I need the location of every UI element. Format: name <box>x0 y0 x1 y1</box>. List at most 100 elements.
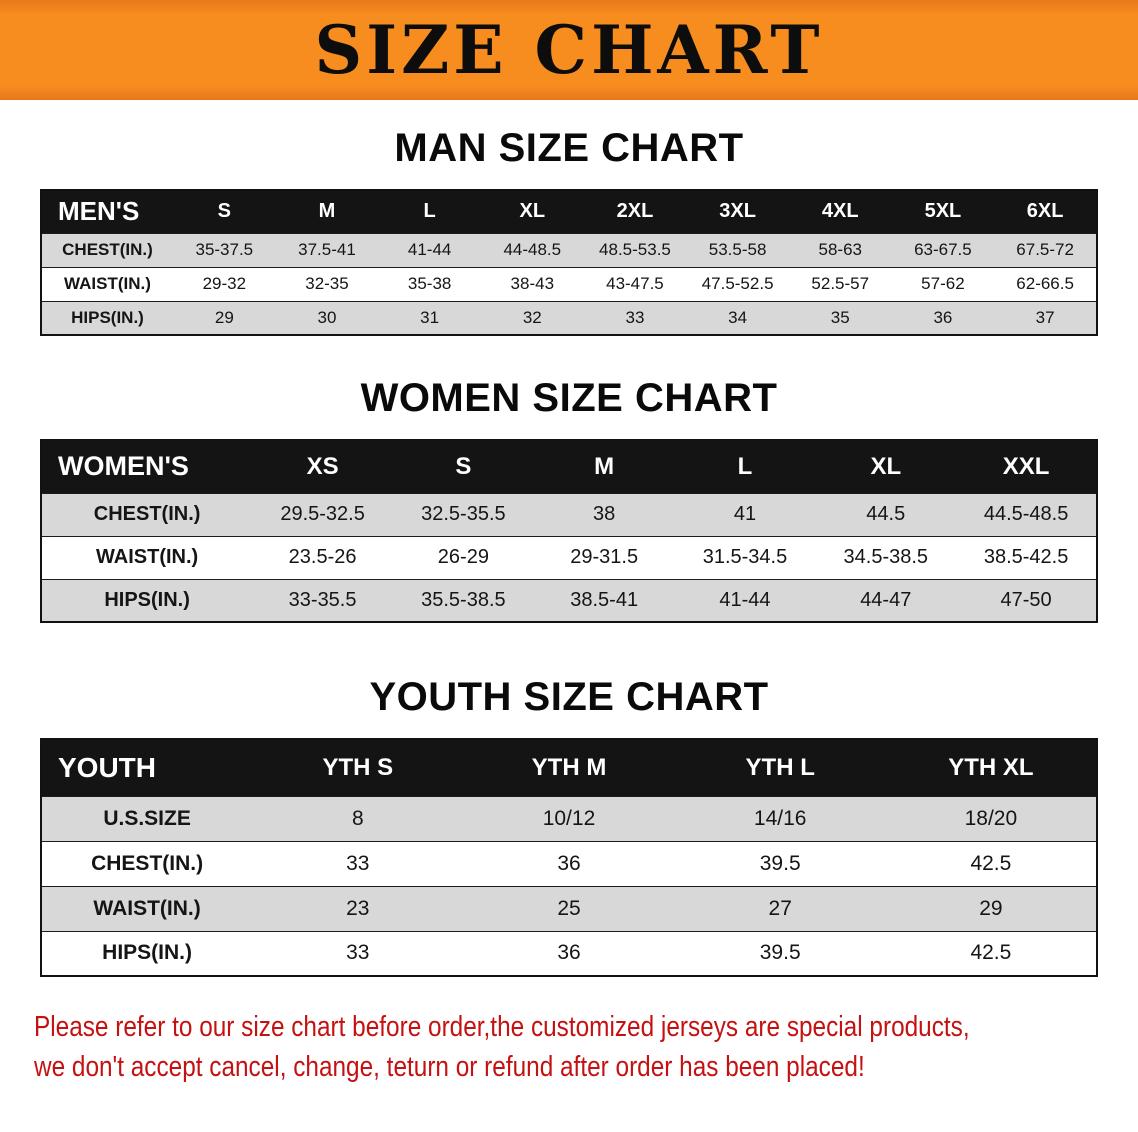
size-column-header: 6XL <box>994 190 1097 233</box>
size-value-cell: 36 <box>891 300 995 335</box>
size-value-cell: 67.5-72 <box>994 232 1097 267</box>
size-value-cell: 26-29 <box>392 535 534 579</box>
table-row: WAIST(IN.) 29-32 32-35 35-38 38-43 43-47.5 47.… <box>41 266 1097 301</box>
size-value-cell: 29.5-32.5 <box>252 492 393 536</box>
size-value-cell: 36 <box>463 930 675 976</box>
size-value-cell: 42.5 <box>885 840 1097 886</box>
size-value-cell: 33-35.5 <box>252 578 393 622</box>
size-chart-title: SIZE CHART <box>314 11 824 89</box>
table-corner-label: YOUTH <box>41 739 253 796</box>
size-value-cell: 41-44 <box>378 232 481 267</box>
size-value-cell: 33 <box>583 300 687 335</box>
size-column-header: L <box>674 440 816 493</box>
size-value-cell: 32.5-35.5 <box>392 492 534 536</box>
men-size-table-wrap: MEN'S S M L XL 2XL 3XL 4XL 5XL 6XL CHEST(IN.) 35-37… <box>40 189 1098 336</box>
table-corner-label: MEN'S <box>41 190 173 233</box>
youth-size-chart-section: YOUTH SIZE CHART YOUTH YTH S YTH M YTH L YTH… <box>0 675 1138 977</box>
size-value-cell: 44.5-48.5 <box>956 492 1097 536</box>
women-size-table-wrap: WOMEN'S XS S M L XL XXL CHEST(IN.) 29.5-32.5 32.5… <box>40 439 1098 623</box>
youth-size-table: YOUTH YTH S YTH M YTH L YTH XL U.S.SIZE 8 10/12… <box>40 738 1098 977</box>
row-label-cell: HIPS(IN.) <box>41 300 173 335</box>
size-value-cell: 30 <box>275 300 379 335</box>
row-label-cell: HIPS(IN.) <box>41 578 253 622</box>
size-value-cell: 58-63 <box>788 232 892 267</box>
row-label-cell: CHEST(IN.) <box>41 232 173 267</box>
size-value-cell: 27 <box>674 885 886 931</box>
men-size-table: MEN'S S M L XL 2XL 3XL 4XL 5XL 6XL CHEST(IN.) 35-37… <box>40 189 1098 336</box>
table-corner-label: WOMEN'S <box>41 440 253 493</box>
youth-size-table-wrap: YOUTH YTH S YTH M YTH L YTH XL U.S.SIZE 8 10/12… <box>40 738 1098 977</box>
size-value-cell: 37 <box>994 300 1097 335</box>
size-value-cell: 31 <box>378 300 481 335</box>
size-column-header: L <box>378 190 481 233</box>
size-value-cell: 47.5-52.5 <box>686 266 789 301</box>
size-value-cell: 33 <box>252 840 464 886</box>
row-label-cell: WAIST(IN.) <box>41 266 173 301</box>
size-value-cell: 35-38 <box>378 266 481 301</box>
size-column-header: YTH M <box>463 739 675 796</box>
size-value-cell: 38.5-42.5 <box>956 535 1097 579</box>
size-value-cell: 10/12 <box>463 795 675 841</box>
size-value-cell: 29 <box>885 885 1097 931</box>
size-value-cell: 14/16 <box>674 795 886 841</box>
table-row: HIPS(IN.) 33 36 39.5 42.5 <box>41 930 1097 976</box>
table-row: U.S.SIZE 8 10/12 14/16 18/20 <box>41 795 1097 841</box>
size-column-header: XS <box>252 440 393 493</box>
size-chart-banner: SIZE CHART <box>0 0 1138 100</box>
man-size-chart-heading: MAN SIZE CHART <box>394 126 744 170</box>
size-value-cell: 63-67.5 <box>891 232 995 267</box>
size-value-cell: 31.5-34.5 <box>674 535 816 579</box>
size-value-cell: 57-62 <box>891 266 995 301</box>
size-value-cell: 52.5-57 <box>788 266 892 301</box>
table-row: CHEST(IN.) 29.5-32.5 32.5-35.5 38 41 44.5 44.5… <box>41 492 1097 536</box>
order-notice: Please refer to our size chart before or… <box>34 1007 970 1087</box>
size-column-header: 5XL <box>891 190 995 233</box>
size-value-cell: 23.5-26 <box>252 535 393 579</box>
size-value-cell: 47-50 <box>956 578 1097 622</box>
row-label-cell: CHEST(IN.) <box>41 492 253 536</box>
size-value-cell: 34.5-38.5 <box>815 535 957 579</box>
table-row: CHEST(IN.) 35-37.5 37.5-41 41-44 44-48.5 48.5… <box>41 232 1097 267</box>
man-size-chart-section: MAN SIZE CHART MEN'S S M L XL 2XL 3XL 4XL 5XL 6XL… <box>0 126 1138 336</box>
size-value-cell: 8 <box>252 795 464 841</box>
women-size-chart-heading: WOMEN SIZE CHART <box>360 376 778 420</box>
size-value-cell: 35.5-38.5 <box>392 578 534 622</box>
table-row: WAIST(IN.) 23 25 27 29 <box>41 885 1097 931</box>
size-value-cell: 39.5 <box>674 840 886 886</box>
row-label-cell: U.S.SIZE <box>41 795 253 841</box>
size-value-cell: 33 <box>252 930 464 976</box>
size-value-cell: 38.5-41 <box>533 578 675 622</box>
size-column-header: 4XL <box>788 190 892 233</box>
size-value-cell: 48.5-53.5 <box>583 232 687 267</box>
size-value-cell: 39.5 <box>674 930 886 976</box>
header-row: YOUTH YTH S YTH M YTH L YTH XL <box>41 739 1097 796</box>
size-column-header: XL <box>480 190 584 233</box>
size-value-cell: 44-48.5 <box>480 232 584 267</box>
size-value-cell: 32 <box>480 300 584 335</box>
row-label-cell: CHEST(IN.) <box>41 840 253 886</box>
size-value-cell: 35-37.5 <box>173 232 276 267</box>
size-value-cell: 38-43 <box>480 266 584 301</box>
size-value-cell: 23 <box>252 885 464 931</box>
table-row: HIPS(IN.) 33-35.5 35.5-38.5 38.5-41 41-44 44-… <box>41 578 1097 622</box>
size-column-header: M <box>275 190 379 233</box>
size-value-cell: 41 <box>674 492 816 536</box>
table-row: WAIST(IN.) 23.5-26 26-29 29-31.5 31.5-34.5 34… <box>41 535 1097 579</box>
size-value-cell: 43-47.5 <box>583 266 687 301</box>
size-value-cell: 32-35 <box>275 266 379 301</box>
size-value-cell: 53.5-58 <box>686 232 789 267</box>
size-column-header: 3XL <box>686 190 789 233</box>
size-value-cell: 18/20 <box>885 795 1097 841</box>
row-label-cell: HIPS(IN.) <box>41 930 253 976</box>
size-value-cell: 44-47 <box>815 578 957 622</box>
order-notice-line-2: we don't accept cancel, change, teturn o… <box>34 1051 865 1084</box>
size-value-cell: 38 <box>533 492 675 536</box>
size-value-cell: 29 <box>173 300 276 335</box>
row-label-cell: WAIST(IN.) <box>41 535 253 579</box>
size-value-cell: 62-66.5 <box>994 266 1097 301</box>
size-value-cell: 42.5 <box>885 930 1097 976</box>
table-row: HIPS(IN.) 29 30 31 32 33 34 35 36 37 <box>41 300 1097 335</box>
size-value-cell: 25 <box>463 885 675 931</box>
header-row: MEN'S S M L XL 2XL 3XL 4XL 5XL 6XL <box>41 190 1097 233</box>
size-value-cell: 37.5-41 <box>275 232 379 267</box>
